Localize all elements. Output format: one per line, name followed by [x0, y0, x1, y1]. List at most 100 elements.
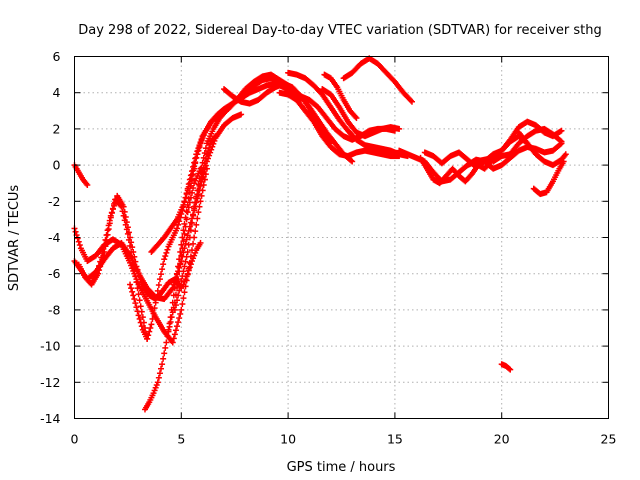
data-point — [159, 266, 166, 273]
data-point — [187, 227, 194, 234]
data-point — [181, 263, 188, 270]
data-point — [125, 229, 132, 236]
data-point — [171, 306, 178, 313]
data-point — [96, 262, 103, 269]
data-point — [180, 238, 187, 245]
data-point — [134, 266, 141, 273]
data-point — [205, 148, 211, 155]
data-point — [109, 206, 116, 213]
data-point — [122, 213, 129, 220]
data-point — [151, 305, 158, 312]
data-point — [177, 248, 184, 255]
data-point — [177, 260, 184, 267]
data-point — [94, 267, 101, 274]
data-point — [75, 238, 82, 245]
data-point — [198, 173, 205, 180]
series-arc-17 — [319, 86, 403, 140]
data-point — [181, 230, 188, 237]
data-point — [352, 113, 359, 120]
data-point — [184, 248, 191, 255]
data-point — [128, 239, 135, 246]
series-arc-18 — [321, 71, 360, 122]
data-point — [158, 365, 165, 372]
data-point — [176, 315, 183, 322]
data-point — [193, 195, 200, 202]
data-point — [156, 276, 163, 283]
y-tick-label: 6 — [53, 49, 61, 64]
data-point — [98, 254, 105, 261]
data-point — [396, 125, 403, 132]
data-point — [170, 281, 177, 288]
data-point — [165, 328, 172, 335]
data-point — [199, 169, 206, 176]
data-point — [134, 308, 141, 315]
data-point — [111, 202, 118, 209]
data-point — [120, 203, 127, 210]
data-point — [161, 256, 168, 263]
data-point — [175, 319, 182, 326]
data-point — [184, 270, 191, 277]
data-point — [194, 151, 201, 158]
data-point — [123, 219, 130, 226]
data-point — [174, 225, 181, 232]
data-point — [161, 350, 168, 357]
data-point — [154, 287, 161, 294]
data-point — [104, 227, 111, 234]
y-tick-label: -4 — [48, 230, 61, 245]
data-point — [187, 175, 194, 182]
data-point — [172, 302, 179, 309]
data-point — [175, 221, 182, 228]
data-point — [200, 182, 207, 189]
data-point — [167, 318, 174, 325]
data-point — [155, 374, 162, 381]
data-point — [166, 323, 173, 330]
y-tick-label: -8 — [48, 302, 61, 317]
data-point — [194, 191, 201, 198]
data-point — [183, 191, 190, 198]
x-tick-label: 15 — [387, 432, 403, 447]
data-point — [133, 304, 140, 311]
data-point — [186, 264, 193, 271]
data-point — [238, 111, 245, 118]
data-point — [179, 245, 186, 252]
data-point — [103, 232, 110, 239]
data-point — [183, 216, 190, 223]
data-point — [135, 312, 142, 319]
data-point — [139, 314, 146, 321]
data-point — [353, 115, 360, 122]
data-point — [129, 244, 136, 251]
data-point — [149, 315, 156, 322]
data-point — [174, 283, 181, 290]
data-point — [178, 241, 185, 248]
data-point — [84, 182, 91, 189]
x-tick-label: 20 — [494, 432, 510, 447]
data-point — [196, 144, 203, 150]
data-point — [164, 333, 171, 340]
y-axis-label: SDTVAR / TECUs — [7, 185, 22, 292]
data-point — [207, 141, 214, 148]
data-point — [137, 303, 144, 310]
data-point — [135, 291, 142, 298]
data-point — [138, 323, 145, 330]
data-point — [193, 154, 200, 161]
series-arc-11 — [180, 239, 204, 288]
data-point — [203, 151, 210, 158]
series-arc-12 — [191, 133, 219, 210]
data-point — [107, 212, 114, 219]
data-point — [136, 273, 143, 280]
data-point — [162, 253, 169, 260]
data-point — [185, 183, 192, 190]
data-point — [200, 164, 207, 171]
data-marks — [71, 55, 569, 413]
data-point — [190, 240, 197, 247]
series-arc-1 — [71, 162, 91, 189]
data-point — [198, 192, 205, 199]
data-point — [188, 189, 195, 196]
x-tick-label: 5 — [177, 432, 185, 447]
data-point — [163, 249, 170, 256]
data-point — [132, 258, 139, 265]
data-point — [175, 276, 182, 283]
data-point — [132, 300, 139, 307]
data-point — [183, 253, 190, 260]
